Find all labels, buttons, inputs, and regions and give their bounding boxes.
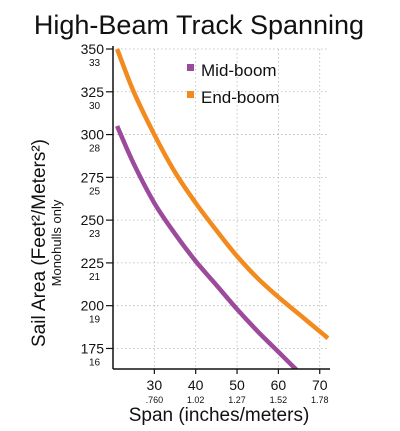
series-line-end-boom	[115, 48, 330, 340]
x-tick-sublabel: 1.02	[187, 395, 205, 405]
x-tick-label: 50	[229, 377, 245, 393]
y-tick-label: 250	[81, 212, 105, 228]
y-tick-label: 175	[81, 340, 105, 356]
y-axis-sublabel: Monohulls only	[49, 199, 64, 286]
x-tick-label: 60	[271, 377, 287, 393]
y-axis-label: Sail Area (Feet²/Meters²)	[29, 139, 50, 347]
chart-title: High-Beam Track Spanning	[34, 10, 364, 40]
y-tick-sublabel: 23	[89, 229, 101, 240]
series-line-mid-boom	[115, 125, 299, 369]
y-tick-sublabel: 16	[89, 357, 101, 368]
legend-swatch-mid-boom	[187, 64, 194, 71]
y-tick-sublabel: 30	[89, 101, 101, 112]
legend: Mid-boom End-boom	[187, 61, 279, 107]
y-tick-sublabel: 28	[89, 144, 101, 155]
x-tick-sublabel: 1.78	[311, 395, 329, 405]
x-tick-label: 30	[147, 377, 163, 393]
y-tick-sublabel: 19	[89, 315, 101, 326]
y-tick-label: 350	[81, 41, 105, 57]
x-tick-label: 70	[312, 377, 328, 393]
y-tick-label: 200	[81, 298, 105, 314]
x-tick-sublabel: .760	[146, 395, 164, 405]
y-tick-sublabel: 21	[89, 272, 101, 283]
axes	[112, 46, 330, 370]
x-tick-label: 40	[188, 377, 204, 393]
x-axis-ticks: 30 .760 40 1.02 50 1.27 60 1.52 70 1.78	[146, 369, 329, 405]
y-tick-label: 275	[81, 169, 105, 185]
y-tick-label: 300	[81, 127, 105, 143]
x-tick-sublabel: 1.52	[270, 395, 288, 405]
y-tick-label: 325	[81, 84, 105, 100]
x-tick-sublabel: 1.27	[228, 395, 246, 405]
legend-label-mid-boom: Mid-boom	[201, 61, 277, 80]
plot-area	[112, 46, 330, 370]
series-group	[115, 48, 330, 369]
legend-swatch-end-boom	[187, 91, 194, 98]
grid	[113, 48, 328, 369]
y-tick-sublabel: 25	[89, 186, 101, 197]
x-axis-label: Span (inches/meters)	[129, 405, 310, 426]
y-tick-label: 225	[81, 255, 105, 271]
y-tick-sublabel: 33	[89, 58, 101, 69]
legend-label-end-boom: End-boom	[201, 88, 279, 107]
